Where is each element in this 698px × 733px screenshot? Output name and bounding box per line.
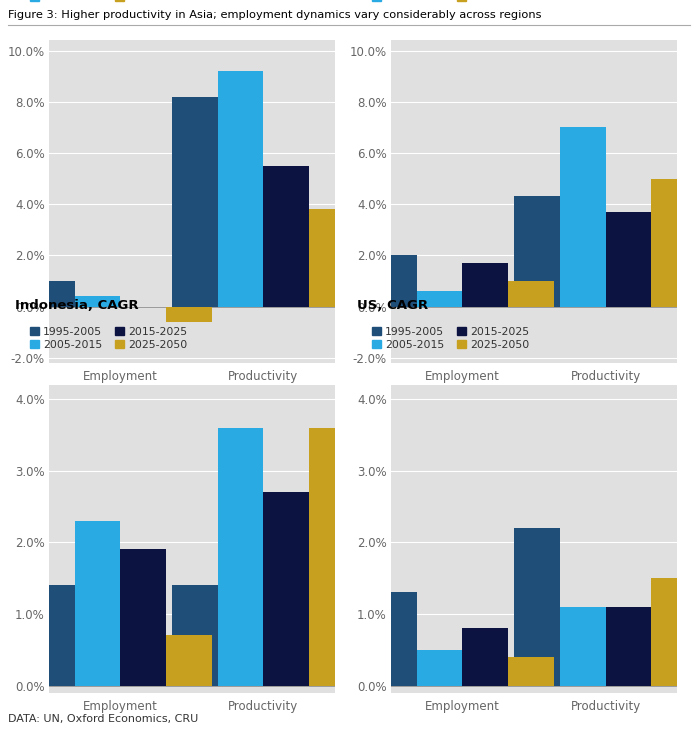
- Bar: [371, 255, 417, 306]
- Bar: [218, 428, 264, 685]
- Bar: [120, 550, 166, 685]
- Bar: [560, 607, 606, 685]
- Bar: [75, 521, 120, 685]
- Bar: [514, 528, 560, 685]
- Bar: [508, 657, 554, 685]
- Legend: 1995-2005, 2005-2015, 2015-2025, 2025-2050: 1995-2005, 2005-2015, 2015-2025, 2025-20…: [368, 323, 534, 355]
- Legend: 1995-2005, 2005-2015, 2015-2025, 2025-2050: 1995-2005, 2005-2015, 2015-2025, 2025-20…: [368, 0, 534, 7]
- Bar: [29, 281, 75, 306]
- Bar: [309, 428, 355, 685]
- Bar: [462, 628, 508, 685]
- Bar: [514, 196, 560, 306]
- Bar: [651, 179, 697, 306]
- Bar: [508, 281, 554, 306]
- Bar: [371, 592, 417, 685]
- Bar: [75, 296, 120, 306]
- Legend: 1995-2005, 2005-2015, 2015-2025, 2025-2050: 1995-2005, 2005-2015, 2015-2025, 2025-20…: [26, 0, 192, 7]
- Bar: [462, 263, 508, 306]
- Bar: [417, 649, 462, 685]
- Text: Figure 3: Higher productivity in Asia; employment dynamics vary considerably acr: Figure 3: Higher productivity in Asia; e…: [8, 10, 542, 20]
- Text: Indonesia, CAGR: Indonesia, CAGR: [15, 298, 138, 312]
- Bar: [263, 493, 309, 685]
- Bar: [263, 166, 309, 306]
- Legend: 1995-2005, 2005-2015, 2015-2025, 2025-2050: 1995-2005, 2005-2015, 2015-2025, 2025-20…: [26, 323, 192, 355]
- Bar: [166, 306, 212, 322]
- Bar: [605, 607, 651, 685]
- Text: US, CAGR: US, CAGR: [357, 298, 428, 312]
- Bar: [172, 97, 218, 306]
- Text: DATA: UN, Oxford Economics, CRU: DATA: UN, Oxford Economics, CRU: [8, 714, 199, 724]
- Bar: [605, 212, 651, 306]
- Bar: [172, 585, 218, 685]
- Bar: [309, 209, 355, 306]
- Bar: [218, 71, 264, 306]
- Bar: [417, 291, 462, 306]
- Bar: [560, 128, 606, 306]
- Bar: [651, 578, 697, 685]
- Bar: [29, 585, 75, 685]
- Bar: [166, 636, 212, 685]
